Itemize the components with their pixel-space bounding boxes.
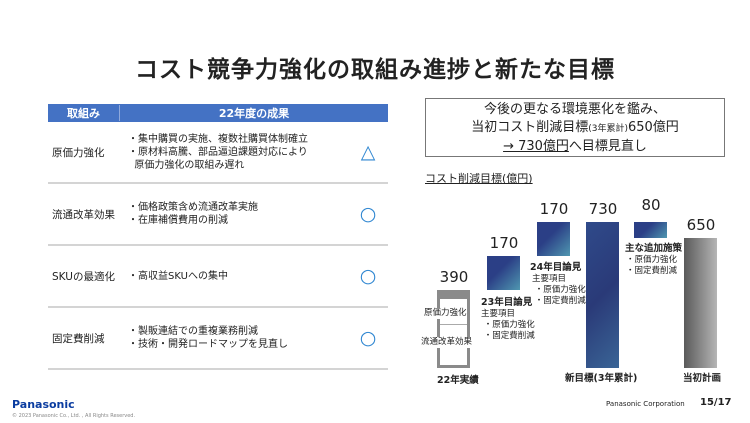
callout-box: 今後の更なる環境悪化を鑑み、 当初コスト削減目標(3年累計)650億円 → 73…: [425, 98, 725, 157]
row-item: 原価力強化: [52, 146, 105, 159]
category-label: 当初計画: [683, 373, 722, 384]
triangle-icon: △: [360, 141, 376, 163]
circle-icon: ○: [359, 203, 377, 225]
category-label: 22年実績: [437, 375, 479, 386]
row-item: SKUの最適化: [52, 270, 115, 283]
annotation: 主要項目 ・原価力強化 ・固定費削減: [481, 309, 535, 341]
company-name: Panasonic Corporation: [606, 400, 685, 408]
chart-title: コスト削減目標(億円): [425, 172, 533, 185]
category-label: 23年目論見: [481, 297, 533, 308]
row-result: ・集中購買の実施、複数社購買体制確立 ・原材料高騰、部品逼迫課題対応により 原価…: [128, 133, 308, 171]
value-label: 650: [686, 216, 716, 234]
table-row: 固定費削減 ・製販連結での重複業務削減 ・技術・開発ロードマップを見直し ○: [48, 308, 388, 370]
callout-line1: 今後の更なる環境悪化を鑑み、: [483, 102, 666, 117]
callout-line3: → 730億円へ目標見直し: [503, 139, 647, 154]
page-number: 15/17: [700, 397, 732, 408]
table-row: 流通改革効果 ・価格政策含め流通改革実施 ・在庫補償費用の削減 ○: [48, 184, 388, 246]
inner-label: 流通改革効果: [421, 337, 473, 348]
category-label: 主な追加施策: [625, 243, 683, 254]
bar-5: [684, 238, 717, 368]
annotation: 主要項目 ・原価力強化 ・固定費削減: [532, 274, 586, 306]
category-label: 新目標(3年累計): [565, 373, 638, 384]
bar-1: [487, 256, 520, 290]
value-label: 170: [539, 200, 569, 218]
circle-icon: ○: [359, 327, 377, 349]
table-row: SKUの最適化 ・高収益SKUへの集中 ○: [48, 246, 388, 308]
value-label: 80: [641, 196, 661, 214]
inner-label: 原価力強化: [424, 308, 467, 319]
row-result: ・高収益SKUへの集中: [128, 270, 228, 282]
row-result: ・価格政策含め流通改革実施 ・在庫補償費用の削減: [128, 202, 258, 226]
value-label: 730: [588, 200, 618, 218]
row-item: 固定費削減: [52, 332, 105, 345]
bar-4: [634, 222, 667, 238]
bar-3: [586, 222, 619, 368]
value-label: 170: [489, 234, 519, 252]
annotation: ・原価力強化 ・固定費削減: [626, 255, 678, 276]
results-table: 取組み 22年度の成果 原価力強化 ・集中購買の実施、複数社購買体制確立 ・原材料…: [48, 104, 388, 370]
circle-icon: ○: [359, 265, 377, 287]
table-row: 原価力強化 ・集中購買の実施、複数社購買体制確立 ・原材料高騰、部品逼迫課題対応に…: [48, 122, 388, 184]
value-label: 390: [439, 268, 469, 286]
bar-0: [437, 290, 470, 368]
panasonic-logo: Panasonic: [12, 398, 75, 411]
category-label: 24年目論見: [530, 262, 582, 273]
copyright: © 2023 Panasonic Co., Ltd. , All Rights …: [12, 413, 136, 419]
row-result: ・製販連結での重複業務削減 ・技術・開発ロードマップを見直し: [128, 326, 288, 350]
table-header: 取組み 22年度の成果: [48, 104, 388, 122]
header-result: 22年度の成果: [218, 107, 290, 120]
header-item: 取組み: [48, 105, 120, 121]
page-title: コスト競争力強化の取組み進捗と新たな目標: [135, 57, 615, 83]
callout-line2: 当初コスト削減目標(3年累計)650億円: [471, 120, 679, 135]
bar-2: [537, 222, 570, 256]
row-item: 流通改革効果: [52, 208, 115, 221]
